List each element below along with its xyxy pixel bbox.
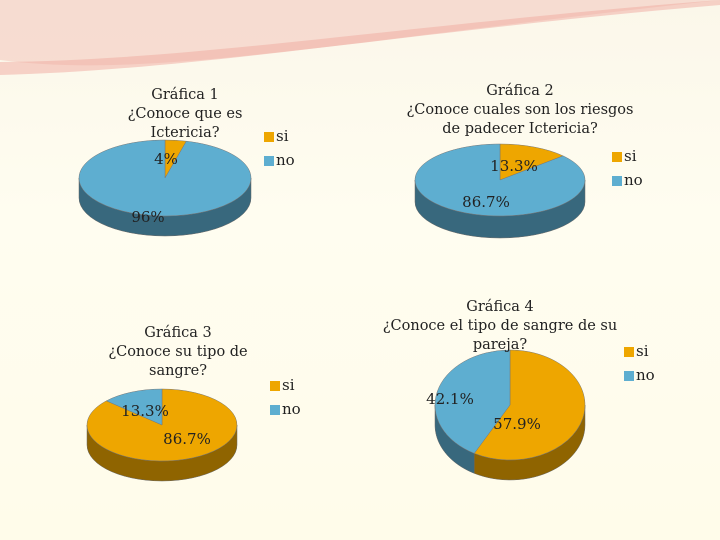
chart-title: Gráfica 2 ¿Conoce cuales son los riesgos… [406, 83, 634, 137]
legend-swatch [264, 156, 274, 166]
data-label: 86.7% [462, 193, 510, 211]
legend-label: no [276, 151, 295, 169]
legend-swatch [612, 176, 622, 186]
legend-swatch [612, 152, 622, 162]
slice [105, 388, 163, 426]
data-label: 96% [131, 208, 164, 226]
legend-swatch [624, 371, 634, 381]
slice [78, 139, 252, 217]
slice [473, 349, 586, 461]
legend-swatch [264, 132, 274, 142]
data-label: 4% [154, 150, 178, 168]
data-label: 86.7% [163, 430, 211, 448]
data-label: 13.3% [490, 157, 538, 175]
legend-label: no [624, 171, 643, 189]
data-label: 13.3% [121, 402, 169, 420]
slice [414, 143, 586, 217]
legend-swatch [624, 347, 634, 357]
slice [499, 143, 564, 181]
legend-label: si [282, 376, 295, 394]
legend-label: si [276, 127, 289, 145]
decor-swoosh [0, 0, 720, 75]
chart-title: Gráfica 4 ¿Conoce el tipo de sangre de s… [382, 299, 618, 353]
legend-swatch [270, 381, 280, 391]
legend-swatch [270, 405, 280, 415]
legend-label: no [636, 366, 655, 384]
data-label: 42.1% [426, 390, 474, 408]
data-label: 57.9% [493, 415, 541, 433]
legend-label: si [624, 147, 637, 165]
slice [434, 349, 511, 454]
chart-title: Gráfica 3 ¿Conoce su tipo de sangre? [108, 325, 248, 379]
chart-title: Gráfica 1 ¿Conoce que es Ictericia? [127, 87, 243, 141]
legend-label: si [636, 342, 649, 360]
legend-label: no [282, 400, 301, 418]
